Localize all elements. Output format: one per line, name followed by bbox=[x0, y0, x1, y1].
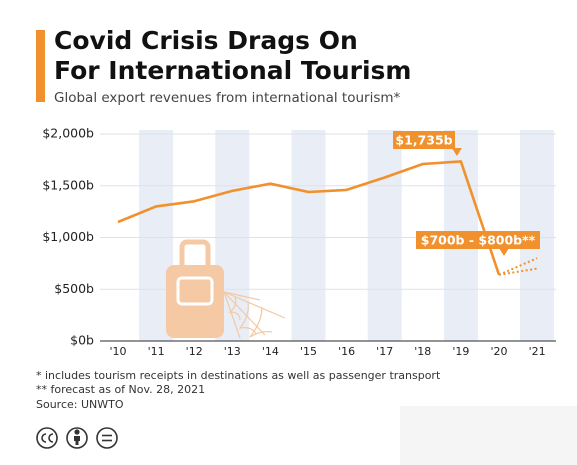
x-tick-label: '20 bbox=[490, 345, 507, 358]
x-tick-label: '16 bbox=[338, 345, 355, 358]
column-band bbox=[367, 130, 402, 341]
annotation-box bbox=[393, 131, 455, 149]
y-tick-label: $0b bbox=[70, 333, 94, 348]
annotation-label: $700b - $800b** bbox=[421, 233, 536, 248]
suitcase-illustration bbox=[166, 239, 286, 339]
annotation-box bbox=[416, 231, 540, 249]
y-tick-label: $1,500b bbox=[42, 177, 94, 192]
license-icons bbox=[36, 427, 118, 449]
y-tick-label: $500b bbox=[54, 281, 94, 296]
footnote: ** forecast as of Nov. 28, 2021 bbox=[36, 383, 205, 396]
x-tick-label: '15 bbox=[300, 345, 317, 358]
annotation-label: $1,735b bbox=[395, 133, 452, 148]
suitcase-body bbox=[166, 265, 224, 338]
x-tick-label: '18 bbox=[414, 345, 431, 358]
chart-title: Covid Crisis Drags On bbox=[54, 26, 358, 55]
x-tick-label: '12 bbox=[186, 345, 203, 358]
y-tick-label: $1,000b bbox=[42, 229, 94, 244]
data-line bbox=[117, 160, 501, 276]
x-tick-label: '13 bbox=[224, 345, 241, 358]
x-tick-label: '10 bbox=[109, 345, 126, 358]
chart-subtitle: Global export revenues from internationa… bbox=[54, 90, 400, 106]
footnote: * includes tourism receipts in destinati… bbox=[36, 369, 441, 382]
x-tick-label: '21 bbox=[529, 345, 546, 358]
annotation-pointer bbox=[499, 248, 509, 256]
x-tick-label: '11 bbox=[148, 345, 165, 358]
y-tick-label: $2,000b bbox=[42, 126, 94, 141]
x-tick-label: '19 bbox=[452, 345, 469, 358]
annotation-pointer bbox=[451, 148, 462, 156]
accent-bar bbox=[36, 30, 45, 102]
suitcase-detail bbox=[176, 276, 214, 306]
x-tick-label: '17 bbox=[376, 345, 393, 358]
x-tick-label: '14 bbox=[262, 345, 279, 358]
forecast-line bbox=[498, 267, 538, 276]
chart-title: For International Tourism bbox=[54, 56, 411, 85]
cobweb bbox=[223, 291, 286, 339]
source: Source: UNWTO bbox=[36, 398, 124, 411]
screenshot-artifact bbox=[400, 406, 577, 465]
column-band bbox=[291, 130, 326, 341]
